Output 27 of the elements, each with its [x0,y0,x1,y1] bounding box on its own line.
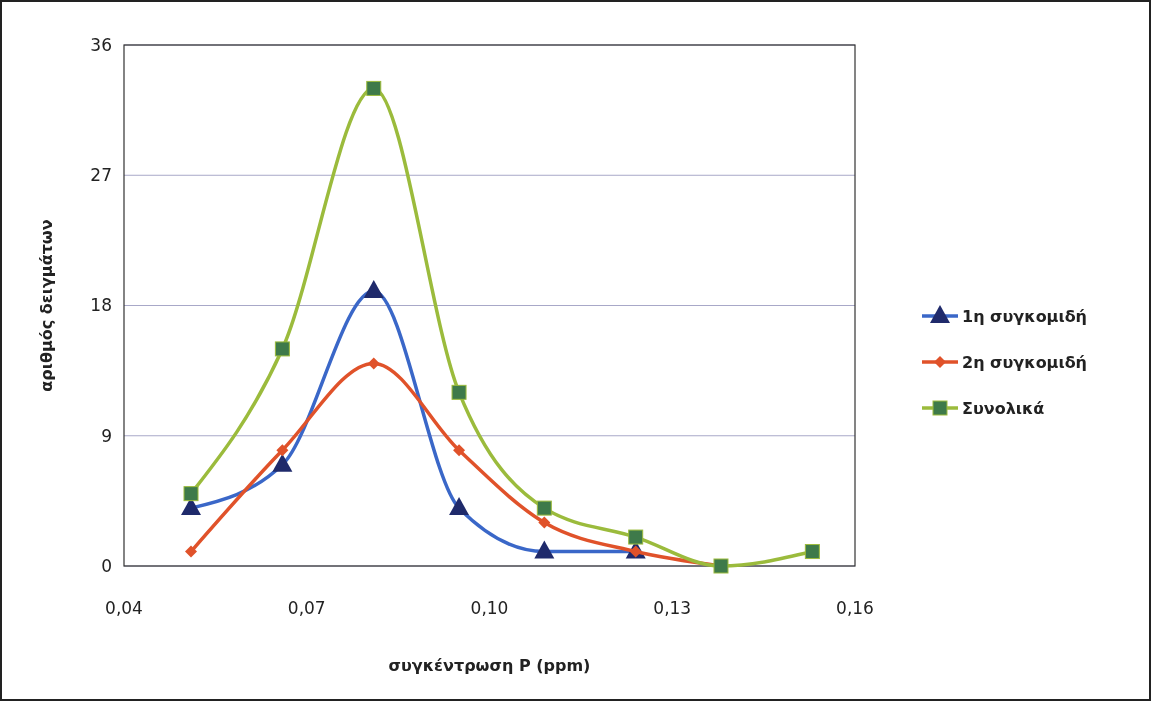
point [183,486,199,502]
y-tick-label: 0 [101,555,112,576]
y-tick-label: 18 [90,295,112,316]
point [536,500,552,516]
point [274,341,290,357]
point [276,444,289,457]
legend-label: Συνολικά [962,398,1045,418]
legend-label: 2η συγκομιδή [962,352,1088,372]
point [628,529,644,545]
x-tick-label: 0,10 [470,598,509,618]
x-tick-label: 0,07 [287,598,326,618]
point [366,80,382,96]
point [185,545,198,558]
x-tick-label: 0,13 [653,598,692,618]
point [367,357,380,370]
y-axis-title: αριθμός δειγμάτων [37,219,56,392]
point [451,384,467,400]
y-tick-label: 36 [90,34,112,55]
x-tick-label: 0,04 [105,598,143,618]
point [453,444,466,457]
y-tick-label: 9 [101,425,112,446]
point [538,516,551,529]
point [804,544,820,560]
y-tick-label: 27 [90,165,112,186]
legend-label: 1η συγκομιδή [962,306,1088,326]
x-axis-title: συγκέντρωση P (ppm) [388,656,591,675]
x-tick-label: 0,16 [836,598,874,618]
